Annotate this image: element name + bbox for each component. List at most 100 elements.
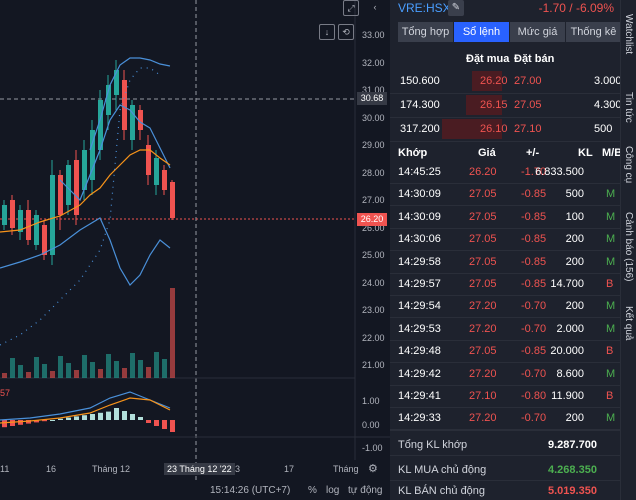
trade-volume: 200 — [565, 255, 584, 268]
trade-row[interactable]: 14:45:25 26.20 -1.70 6.833.500 — [390, 161, 620, 184]
candle-body — [106, 85, 111, 115]
log-toggle[interactable]: log — [326, 485, 340, 496]
trade-side: B — [606, 390, 614, 402]
tab-price-levels[interactable]: Mức giá — [510, 22, 565, 42]
side-tab-alerts[interactable]: Cảnh báo (156) — [623, 212, 634, 282]
settings-icon[interactable]: ⚙ — [368, 463, 378, 475]
bollinger-lower — [0, 217, 171, 286]
trade-price: 26.20 — [469, 166, 497, 178]
trade-price: 27.05 — [469, 278, 497, 290]
panel-tabs: Tổng hợp Sổ lệnh Mức giá Thống kê — [398, 22, 622, 42]
volume-bar — [106, 354, 111, 378]
trade-row[interactable]: 14:30:06 27.05 -0.85 200 M — [390, 228, 620, 251]
trade-row[interactable]: 14:29:58 27.05 -0.85 200 M — [390, 251, 620, 274]
trade-row[interactable]: 14:29:57 27.05 -0.85 14.700 B — [390, 273, 620, 296]
side-tab-tools[interactable]: Công cụ — [623, 146, 634, 184]
trade-row[interactable]: 14:29:41 27.10 -0.80 11.900 B — [390, 385, 620, 408]
pencil-icon[interactable]: ✎ — [448, 0, 464, 16]
tab-statistics[interactable]: Thống kê — [566, 22, 621, 42]
candle-body — [90, 130, 95, 180]
tab-orderbook[interactable]: Sổ lệnh — [454, 22, 509, 42]
trade-time: 14:29:58 — [398, 255, 441, 268]
ask-volume: 3.000 — [594, 75, 622, 87]
side-tab-watchlist[interactable]: Watchlist — [623, 14, 634, 55]
clock: 15:14:26 (UTC+7) — [210, 485, 291, 496]
trade-side: M — [606, 412, 616, 425]
volume-bar — [98, 369, 103, 378]
side-tab-results[interactable]: Kết quả — [623, 306, 634, 341]
summary-sell-label: KL BÁN chủ động — [398, 485, 486, 497]
price-axis-tick: 27.00 — [362, 195, 385, 205]
trade-price: 27.20 — [469, 300, 497, 313]
fullscreen-icon[interactable]: ⤢ — [343, 0, 359, 16]
volume-bar — [162, 359, 167, 378]
orderbook-row[interactable]: 174.300 26.15 27.05 4.300 — [390, 94, 622, 117]
volume-bar — [138, 360, 143, 378]
trade-change: -0.85 — [521, 233, 547, 246]
volume-bar — [82, 355, 87, 378]
back-icon[interactable]: ‹ — [373, 2, 377, 12]
trade-row[interactable]: 14:29:54 27.20 -0.70 200 M — [390, 295, 620, 318]
ask-price: 27.05 — [514, 99, 542, 111]
trade-volume: 11.900 — [551, 390, 584, 402]
trade-volume: 200 — [565, 300, 584, 313]
ask-price: 27.00 — [514, 75, 542, 87]
candle-body — [50, 175, 55, 255]
chart-canvas[interactable] — [0, 0, 390, 480]
macd-bar — [2, 420, 7, 428]
macd-bar — [58, 418, 63, 420]
chart-footer: 15:14:26 (UTC+7) % log tự động — [0, 480, 390, 500]
trade-volume: 20.000 — [550, 345, 584, 358]
reset-icon[interactable]: ⟲ — [338, 24, 354, 40]
auto-toggle[interactable]: tự động — [348, 485, 383, 496]
volume-bar — [90, 362, 95, 378]
trade-change: -0.70 — [521, 300, 547, 313]
price-axis-tick: 33.00 — [362, 30, 385, 40]
orderbook-header: Đặt mua Đặt bán — [390, 49, 620, 67]
side-toolbar: Watchlist Tin tức Công cụ Cảnh báo (156)… — [620, 0, 636, 500]
trade-side: M — [606, 322, 616, 335]
side-tab-news[interactable]: Tin tức — [623, 92, 634, 123]
candle-body — [122, 80, 127, 130]
trade-row[interactable]: 14:29:42 27.20 -0.70 8.600 M — [390, 363, 620, 386]
orderbook-row[interactable]: 317.200 26.10 27.10 500 — [390, 118, 620, 141]
candle-body — [2, 205, 7, 225]
trade-change: -0.85 — [521, 345, 547, 358]
symbol-title[interactable]: VRE:HSX — [398, 1, 451, 15]
price-axis-tick: 25.00 — [362, 250, 385, 260]
trade-row[interactable]: 14:30:09 27.05 -0.85 100 M — [390, 206, 620, 229]
time-axis[interactable]: 11 16 Tháng 12 23 17 Tháng 23 Tháng 12 '… — [0, 463, 390, 478]
candle-body — [130, 105, 135, 140]
tab-summary[interactable]: Tổng hợp — [398, 22, 453, 42]
trade-row[interactable]: 14:29:48 27.05 -0.85 20.000 B — [390, 340, 620, 363]
macd-bar — [162, 420, 167, 429]
bid-depth-bar — [442, 119, 502, 139]
price-axis-tick: 29.00 — [362, 140, 385, 150]
trade-row[interactable]: 14:29:53 27.20 -0.70 2.000 M — [390, 318, 620, 341]
volume-bar — [50, 371, 55, 378]
volume-bar — [58, 356, 63, 378]
macd-bar — [154, 420, 159, 426]
percent-toggle[interactable]: % — [308, 485, 317, 496]
trade-time: 14:29:48 — [398, 345, 441, 358]
time-label: Tháng — [333, 464, 359, 474]
trade-change: -0.70 — [521, 367, 547, 380]
macd-bar — [170, 420, 175, 432]
parabolic-sar — [0, 67, 161, 346]
down-arrow-icon[interactable]: ↓ — [319, 24, 335, 40]
candle-body — [34, 215, 39, 245]
macd-bar — [90, 414, 95, 420]
orderbook-row[interactable]: 150.600 26.20 27.00 3.000 — [390, 70, 622, 93]
candle-body — [138, 110, 143, 130]
trades-header-price: Giá — [478, 147, 496, 159]
price-chart[interactable]: 33.00 32.00 31.00 30.00 29.00 28.00 27.00 26.00… — [0, 0, 390, 500]
trade-change: -0.85 — [521, 188, 547, 201]
trade-time: 14:30:09 — [398, 210, 441, 223]
candle-body — [146, 145, 151, 175]
trade-row[interactable]: 14:30:09 27.05 -0.85 500 M — [390, 183, 620, 206]
macd-bar — [18, 420, 23, 425]
trade-time: 14:29:33 — [398, 412, 441, 425]
trade-price: 27.20 — [469, 412, 497, 425]
trade-row[interactable]: 14:29:33 27.20 -0.70 200 M — [390, 407, 620, 430]
volume-bar — [130, 353, 135, 378]
